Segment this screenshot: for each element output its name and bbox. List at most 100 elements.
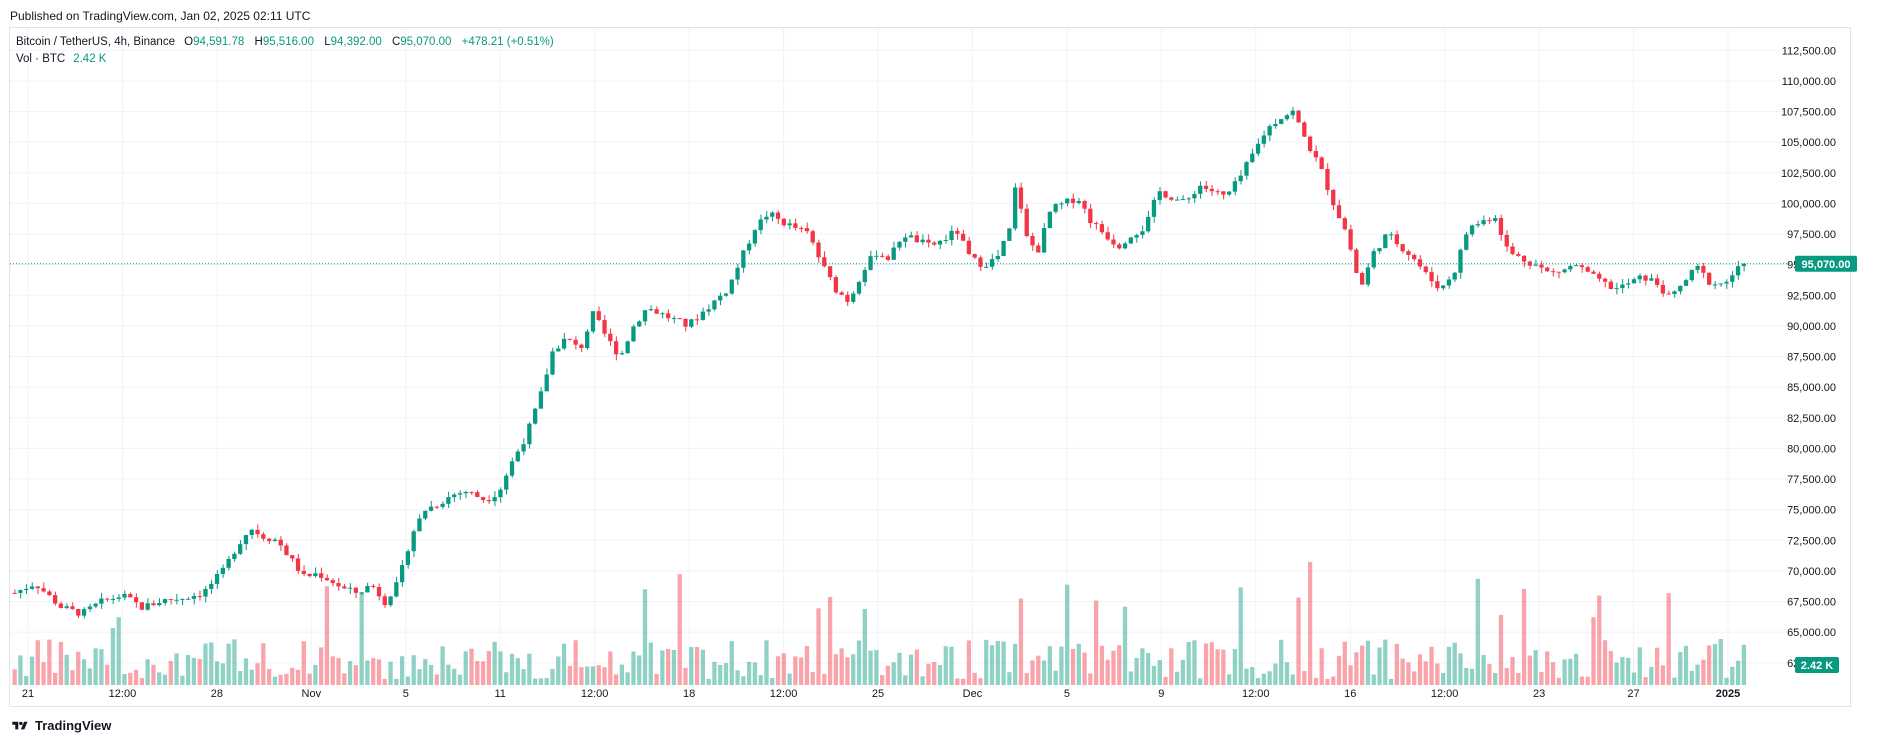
candle-body	[1683, 280, 1689, 286]
candle-body	[1088, 208, 1093, 224]
candle-body	[995, 255, 1000, 260]
candle-body	[521, 444, 526, 452]
candle-body	[839, 292, 844, 295]
candle-body	[157, 603, 162, 606]
y-tick-label: 80,000.00	[1787, 443, 1836, 455]
candle-body	[197, 596, 202, 598]
candle-body	[1550, 271, 1556, 273]
candle-body	[1284, 115, 1290, 120]
volume-bar	[203, 643, 208, 685]
volume-bar	[827, 597, 833, 685]
volume-bar	[1238, 587, 1243, 685]
candle-body	[1041, 228, 1047, 253]
candle-body	[1099, 224, 1105, 233]
volume-bar	[856, 640, 862, 685]
close-label: C	[391, 36, 401, 48]
volume-bar	[1446, 646, 1452, 685]
volume-bar	[417, 669, 422, 685]
volume-bar	[735, 670, 740, 685]
tradingview-brand[interactable]: TradingView	[10, 718, 111, 733]
volume-bar	[729, 641, 734, 685]
volume-bar	[1134, 657, 1139, 685]
volume-bar	[434, 674, 439, 685]
candle-body	[550, 351, 555, 375]
volume-bar	[799, 657, 804, 685]
candle-body	[382, 596, 387, 606]
candle-body	[428, 506, 434, 511]
candle-body	[122, 593, 127, 598]
candle-body	[191, 596, 197, 599]
volume-bar	[1244, 668, 1249, 685]
volume-bar	[365, 660, 370, 685]
candle-body	[1608, 281, 1613, 290]
volume-bar	[469, 648, 474, 685]
volume-bar	[278, 674, 283, 685]
candle-body	[706, 309, 711, 312]
candle-body	[509, 461, 515, 476]
volume-bar	[1585, 676, 1590, 685]
volume-bar	[960, 678, 966, 685]
candle-body	[1151, 199, 1157, 217]
candle-body	[307, 573, 312, 577]
change-value: +478.21 (+0.51%)	[461, 36, 554, 48]
volume-bar	[1591, 617, 1596, 685]
volume-bar	[186, 654, 191, 685]
candle-body	[1707, 272, 1712, 285]
candle-body	[1654, 278, 1660, 285]
volume-bar	[1307, 562, 1313, 685]
candle-body	[1383, 234, 1388, 249]
volume-bar	[371, 658, 376, 685]
candle-body	[989, 259, 995, 267]
volume-bar	[93, 648, 98, 685]
candle-body	[214, 574, 220, 584]
volume-bar	[1660, 665, 1666, 685]
volume-bar	[943, 646, 948, 685]
low-label: L	[324, 36, 331, 48]
candle-body	[1140, 231, 1145, 235]
volume-bar	[238, 670, 243, 685]
volume-bar	[87, 668, 92, 685]
volume-bar	[243, 658, 249, 685]
candle-body	[1105, 232, 1110, 240]
candle-body	[735, 267, 740, 280]
candle-body	[1487, 220, 1492, 222]
volume-label[interactable]: Vol · BTC	[16, 53, 66, 65]
volume-bar	[261, 643, 266, 685]
x-tick-label: 12:00	[109, 688, 137, 700]
candle-body	[1493, 218, 1498, 221]
candle-body	[533, 408, 538, 424]
candle-body	[1469, 225, 1475, 235]
volume-bar	[619, 664, 625, 685]
candle-body	[1134, 234, 1139, 238]
candle-body	[1070, 198, 1076, 203]
volume-bar	[533, 678, 538, 685]
candle-body	[1730, 275, 1735, 282]
symbol-title[interactable]: Bitcoin / TetherUS, 4h, Binance	[16, 36, 175, 48]
candle-body	[1244, 162, 1249, 176]
volume-bar	[1227, 674, 1232, 685]
volume-bar	[1417, 654, 1423, 685]
volume-bar	[1718, 639, 1723, 685]
candle-body	[272, 539, 278, 542]
volume-bar	[839, 648, 844, 685]
candle-body	[243, 535, 249, 545]
candle-body	[891, 247, 896, 260]
x-tick-label: 28	[211, 688, 223, 700]
volume-bar	[723, 663, 729, 685]
candle-body	[1458, 249, 1463, 273]
candle-body	[1209, 188, 1214, 192]
candle-body	[1585, 267, 1590, 272]
candle-body	[1516, 254, 1521, 256]
volume-bar	[255, 663, 260, 685]
candle-body	[1417, 259, 1423, 267]
volume-bar	[1140, 648, 1145, 685]
volume-bar	[492, 641, 497, 685]
candle-body	[660, 313, 665, 315]
candle-body	[145, 603, 150, 610]
x-tick-label: 23	[1533, 688, 1545, 700]
volume-bar	[1510, 657, 1515, 685]
volume-bar	[509, 653, 515, 685]
candle-body	[1660, 284, 1666, 294]
volume-bar	[1435, 663, 1440, 685]
